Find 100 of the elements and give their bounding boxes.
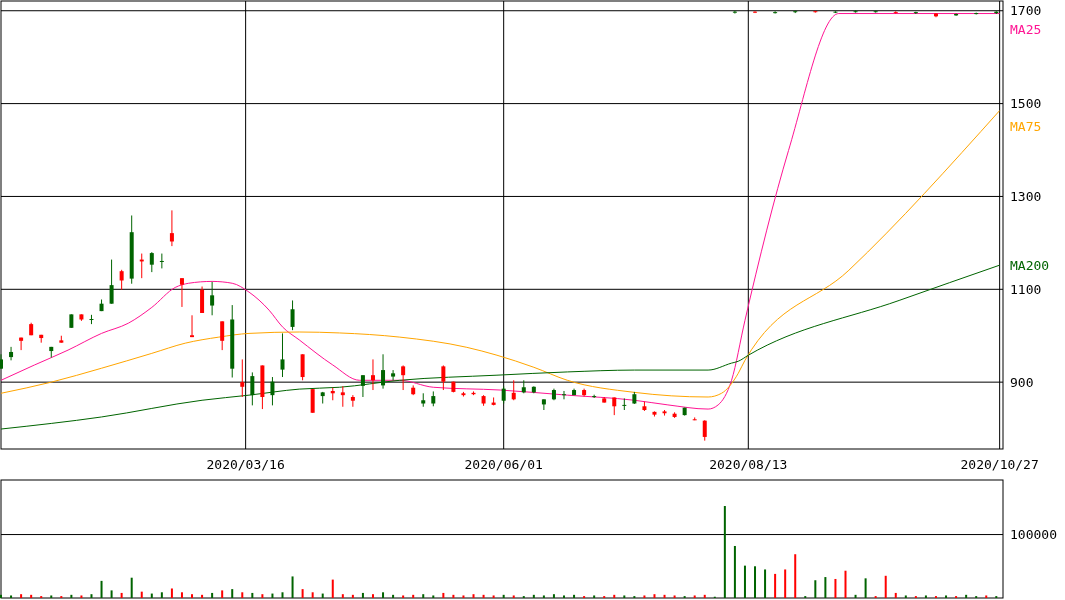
bar	[492, 595, 495, 598]
candlestick	[119, 269, 124, 291]
y-tick-label: 900	[1010, 374, 1034, 390]
y-tick-label: 100000	[1010, 527, 1057, 543]
candlestick	[280, 332, 285, 378]
line-series	[0, 13, 1001, 410]
bar	[502, 594, 505, 598]
bar	[663, 594, 666, 598]
bar	[573, 594, 576, 598]
bar	[482, 594, 485, 598]
bar	[432, 595, 435, 598]
bar	[593, 595, 596, 598]
x-tick-label: 2020/06/01	[464, 457, 543, 472]
bar	[341, 594, 344, 598]
series-label: MA200	[1010, 257, 1050, 273]
bar	[733, 545, 736, 598]
bar	[643, 595, 646, 598]
candlestick	[441, 364, 446, 391]
candlestick	[19, 337, 24, 351]
bar	[211, 592, 214, 598]
line-series	[0, 264, 1001, 430]
x-tick-label: 2020/08/13	[709, 457, 788, 472]
candlestick	[370, 358, 375, 391]
bar	[110, 590, 113, 598]
bar	[331, 579, 334, 598]
bar	[794, 554, 797, 598]
y-tick-label: 1700	[1010, 3, 1042, 19]
bar	[542, 595, 545, 598]
candlestick	[350, 394, 355, 408]
bar	[703, 594, 706, 598]
bar	[452, 594, 455, 598]
bar	[80, 595, 83, 598]
bar	[422, 594, 425, 598]
y-tick-label: 1300	[1010, 189, 1042, 204]
bar	[382, 592, 385, 598]
bar	[894, 592, 897, 598]
bar	[743, 565, 746, 598]
bar	[754, 566, 757, 598]
candlestick	[220, 320, 225, 351]
bar	[864, 578, 867, 598]
bar	[160, 592, 163, 598]
candlestick	[732, 10, 737, 15]
bar	[50, 595, 53, 598]
bar	[70, 594, 73, 598]
bar	[351, 594, 354, 598]
candlestick	[913, 11, 918, 15]
bar	[552, 594, 555, 598]
y-tick-label: 1500	[1010, 96, 1042, 112]
bar	[985, 595, 988, 598]
candlestick	[511, 379, 516, 401]
bar	[824, 577, 827, 598]
candlestick	[210, 281, 215, 316]
bar	[532, 594, 535, 598]
bar	[462, 595, 465, 598]
candlestick	[149, 251, 154, 273]
bar	[673, 595, 676, 598]
bar	[774, 573, 777, 598]
bar	[311, 592, 314, 598]
candlestick	[270, 376, 275, 406]
candlestick	[622, 397, 627, 411]
candlestick	[200, 286, 205, 314]
bar	[472, 594, 475, 598]
bar	[945, 595, 948, 598]
bar	[20, 594, 23, 598]
bar	[0, 594, 2, 598]
bar	[291, 576, 294, 598]
bar	[844, 570, 847, 598]
x-tick-label: 2020/10/27	[960, 457, 1039, 472]
bar	[412, 594, 415, 598]
bar	[251, 592, 254, 598]
bar	[90, 594, 93, 598]
candlestick	[773, 10, 778, 15]
bar	[854, 594, 857, 598]
bar	[301, 589, 304, 598]
bar	[221, 590, 224, 598]
bar	[904, 595, 907, 598]
candlestick	[541, 398, 546, 411]
bar	[241, 592, 244, 598]
bar	[764, 569, 767, 598]
candlestick	[562, 390, 566, 400]
bar	[361, 592, 364, 598]
candlestick	[853, 9, 858, 14]
bar	[693, 595, 696, 598]
bar	[623, 595, 626, 598]
bar	[100, 580, 103, 598]
line-series	[0, 110, 1001, 398]
bar	[924, 595, 927, 598]
candlestick	[391, 369, 396, 381]
bar	[120, 592, 123, 598]
candlestick	[9, 346, 14, 361]
bar	[10, 595, 13, 598]
bar	[392, 594, 395, 598]
bar	[723, 506, 726, 598]
bar	[201, 594, 204, 598]
candlestick	[179, 277, 184, 308]
bar	[371, 594, 374, 598]
candlestick	[290, 299, 295, 331]
bar	[784, 569, 787, 598]
series-label: MA75	[1010, 119, 1042, 135]
bar	[261, 594, 264, 598]
